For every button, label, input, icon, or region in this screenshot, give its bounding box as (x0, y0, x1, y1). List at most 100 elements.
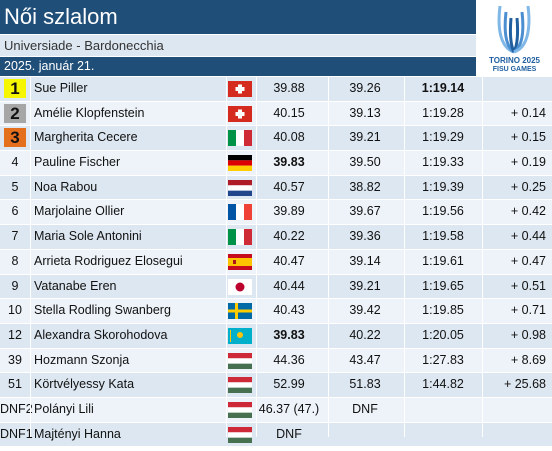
column-divider (328, 77, 329, 437)
table-row: DNF2 Polányi Lili 46.37 (47.) DNF (0, 397, 552, 423)
run1-time: 39.89 (273, 204, 305, 219)
rank-cell: 1 (4, 79, 26, 98)
table-row: 9 Vatanabe Eren 40.44 39.21 1:19.65 + 0.51 (0, 274, 552, 300)
logo-text-fisu: FISU GAMES (492, 66, 537, 73)
total-time (406, 423, 480, 447)
total-time: 1:19.58 (422, 229, 464, 244)
logo-text-torino: TORINO 2025 (489, 56, 540, 65)
swiss-flag-icon (228, 81, 252, 97)
run1-time: 52.99 (273, 377, 305, 392)
swiss-flag-icon (228, 105, 252, 122)
athlete-name: Noa Rabou (34, 179, 98, 194)
table-row: DNF1 Majtényi Hanna DNF (0, 422, 552, 448)
total-time: 1:19.65 (422, 278, 464, 293)
run2-time: DNF (352, 401, 378, 416)
total-time (406, 398, 480, 422)
time-difference: + 0.47 (510, 253, 546, 268)
total-time: 1:19.33 (422, 155, 464, 170)
time-difference: + 0.44 (510, 229, 546, 244)
run1-time: 44.36 (273, 352, 305, 367)
german-flag-icon (228, 155, 252, 172)
rank-cell: 3 (4, 128, 26, 148)
run1-time: 39.83 (273, 155, 305, 170)
rank-cell: 12 (8, 327, 22, 342)
total-time: 1:44.82 (422, 377, 464, 392)
total-time: 1:27.83 (422, 352, 464, 367)
athlete-name: Marjolaine Ollier (34, 204, 125, 219)
run2-time: 39.50 (349, 155, 381, 170)
hungarian-flag-icon (228, 426, 252, 443)
rank-cell: 10 (8, 303, 22, 318)
run1-time: 40.57 (273, 179, 305, 194)
run2-time (330, 423, 400, 447)
italian-flag-icon (228, 229, 252, 246)
rank-cell: 8 (11, 253, 19, 268)
time-difference: + 25.68 (503, 377, 546, 392)
hungarian-flag-icon (228, 377, 252, 394)
run2-time: 51.83 (349, 377, 381, 392)
time-difference (484, 398, 546, 422)
athlete-name: Pauline Fischer (34, 155, 121, 170)
page-title: Női szlalom (4, 4, 118, 29)
run2-time: 39.13 (349, 105, 381, 120)
column-divider (30, 77, 31, 437)
run1-time: 39.83 (273, 327, 305, 342)
table-row: 39 Hozmann Szonja 44.36 43.47 1:27.83 + 8.69 (0, 348, 552, 374)
time-difference: + 0.25 (510, 179, 546, 194)
japanese-flag-icon (228, 278, 252, 295)
run1-time: 40.44 (273, 278, 305, 293)
run1-time: DNF (276, 426, 302, 441)
rank-cell: 2 (4, 103, 26, 123)
total-time: 1:19.14 (421, 81, 465, 95)
run1-time: 40.08 (273, 130, 305, 145)
total-time: 1:19.56 (422, 204, 464, 219)
column-divider (404, 77, 405, 437)
run2-time: 43.47 (349, 352, 381, 367)
total-time: 1:19.29 (422, 130, 464, 145)
table-row: 2 Amélie Klopfenstein 40.15 39.13 1:19.28 + 0… (0, 101, 552, 127)
athlete-name: Hozmann Szonja (34, 352, 130, 367)
total-time: 1:20.05 (422, 327, 464, 342)
event-date: 2025. január 21. (4, 59, 95, 73)
run2-time: 39.21 (349, 278, 381, 293)
french-flag-icon (228, 204, 252, 221)
time-difference (484, 423, 546, 447)
athlete-name: Margherita Cecere (34, 130, 138, 145)
italian-flag-icon (228, 130, 252, 147)
total-time: 1:19.61 (422, 253, 464, 268)
rank-cell: 39 (8, 352, 22, 367)
logo-graphic (497, 5, 531, 54)
run2-time: 39.14 (349, 253, 381, 268)
athlete-name: Maria Sole Antonini (34, 229, 142, 244)
time-difference: + 0.98 (510, 327, 546, 342)
run2-time: 39.21 (349, 130, 381, 145)
time-difference: + 0.15 (510, 130, 546, 145)
run2-time: 39.26 (349, 81, 381, 95)
time-difference: + 8.69 (510, 352, 546, 367)
run2-time: 38.82 (349, 179, 381, 194)
title-bar: Női szlalom (0, 0, 476, 34)
run2-time: 39.67 (349, 204, 381, 219)
athlete-name: Majtényi Hanna (34, 426, 121, 441)
run1-time: 40.47 (273, 253, 305, 268)
run2-time: 39.42 (349, 303, 381, 318)
rank-cell: 7 (11, 229, 19, 244)
table-row: 1 Sue Piller 39.88 39.26 1:19.14 (0, 77, 552, 102)
time-difference: + 0.51 (510, 278, 546, 293)
table-row: 5 Noa Rabou 40.57 38.82 1:19.39 + 0.25 (0, 175, 552, 201)
table-row: 10 Stella Rodling Swanberg 40.43 39.42 1:19.… (0, 299, 552, 324)
athlete-name: Amélie Klopfenstein (34, 105, 145, 120)
run2-time: 39.36 (349, 229, 381, 244)
event-subtitle: Universiade - Bardonecchia (4, 38, 164, 53)
run1-time: 39.88 (273, 81, 305, 95)
athlete-name: Alexandra Skorohodova (34, 327, 168, 342)
athlete-name: Arrieta Rodriguez Elosegui (34, 253, 183, 268)
hungarian-flag-icon (228, 401, 252, 418)
rank-cell: 9 (11, 278, 19, 293)
rank-cell: DNF2 (0, 401, 33, 416)
time-difference: + 0.42 (510, 204, 546, 219)
run1-time: 40.22 (273, 229, 305, 244)
table-row: 3 Margherita Cecere 40.08 39.21 1:19.29 + 0.1… (0, 126, 552, 152)
spanish-flag-icon (228, 253, 252, 270)
